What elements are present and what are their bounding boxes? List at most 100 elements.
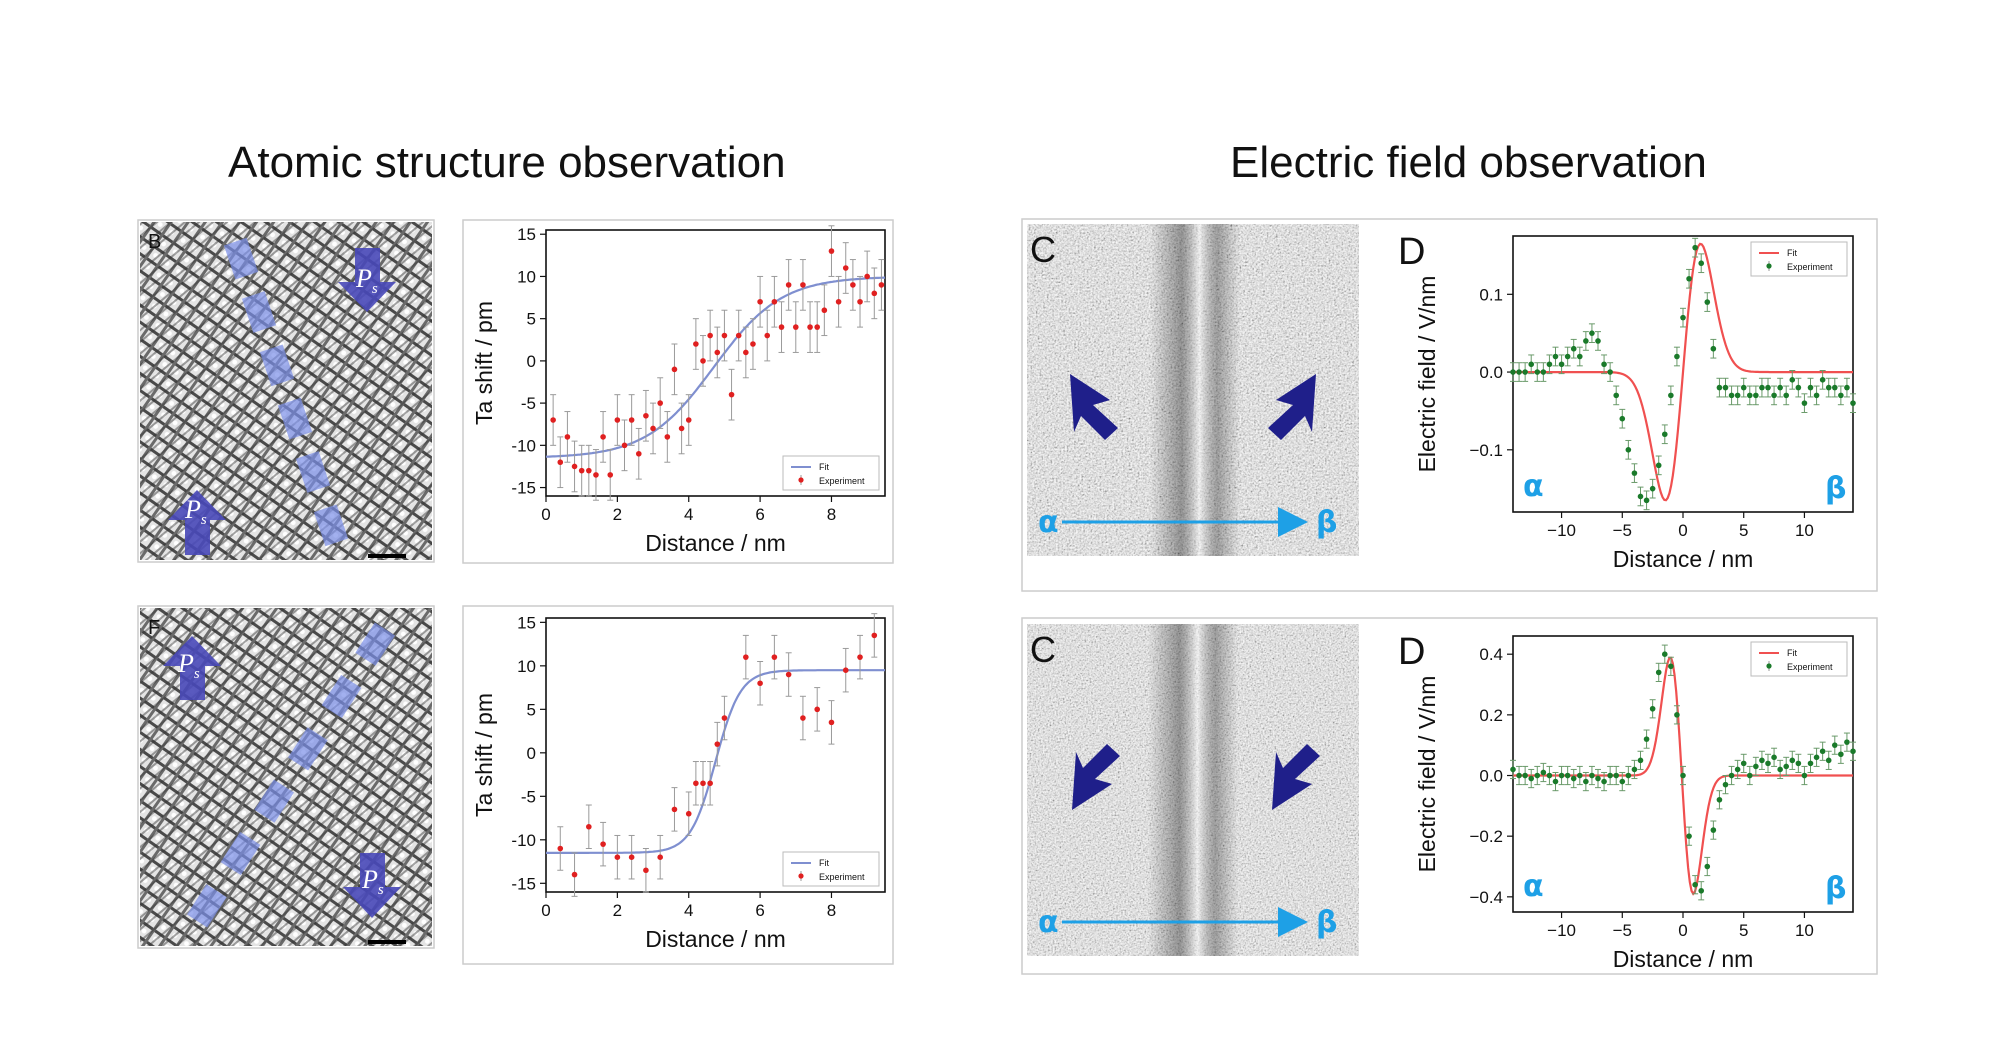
data-point (628, 417, 635, 423)
data-point (1831, 384, 1838, 391)
y-tick-label: 5 (527, 700, 536, 719)
polarization-arrow-left-top (1070, 374, 1118, 440)
frame-chart-ta-1 (462, 219, 894, 564)
ps-label: Ps (177, 649, 200, 682)
y-tick-label: -5 (521, 394, 536, 413)
x-tick-label: 5 (1739, 921, 1748, 940)
data-point (1777, 766, 1783, 773)
data-point (1583, 778, 1589, 785)
data-point (785, 282, 792, 288)
data-point (707, 332, 713, 339)
data-point (607, 472, 614, 478)
data-point (1716, 796, 1723, 803)
data-point (685, 417, 692, 423)
data-point (1734, 392, 1741, 399)
data-point (757, 680, 763, 687)
data-point (1825, 384, 1832, 391)
x-tick-label: 0 (1678, 521, 1687, 540)
data-point (1795, 760, 1802, 767)
data-point (664, 434, 671, 440)
data-point (1631, 470, 1638, 476)
y-tick-label: 15 (517, 613, 536, 632)
data-point (771, 654, 778, 660)
y-axis-title: Electric field / V/nm (1414, 676, 1440, 873)
data-point (571, 871, 578, 878)
data-point (1619, 415, 1626, 422)
data-point (586, 467, 592, 474)
data-point (628, 854, 635, 861)
data-point (807, 324, 813, 330)
data-point (871, 290, 878, 297)
polarization-arrow-left-bottom (1072, 744, 1120, 810)
data-point (1753, 763, 1759, 770)
ps-arrow-up-f: Ps (163, 636, 221, 700)
data-point (657, 854, 663, 861)
data-point (1692, 244, 1698, 251)
x-tick-label: 10 (1795, 521, 1814, 540)
data-point (1680, 772, 1686, 779)
data-point (1728, 392, 1735, 399)
data-point (1777, 384, 1783, 391)
data-point (1655, 669, 1662, 676)
data-point (643, 412, 649, 419)
data-point (1819, 377, 1826, 383)
data-point (1807, 760, 1814, 767)
legend-fit-label: Fit (819, 858, 829, 868)
data-point (1746, 772, 1753, 779)
legend-experiment-label: Experiment (1787, 662, 1833, 672)
data-point (614, 417, 621, 423)
data-point (1576, 353, 1583, 360)
data-point (1771, 392, 1777, 399)
y-tick-label: 0.2 (1479, 706, 1503, 725)
ps-arrow-down-f: Ps (343, 853, 401, 918)
data-point (743, 349, 749, 356)
x-tick-label: 6 (755, 505, 764, 524)
data-point (871, 632, 878, 639)
beta-label: β (1825, 871, 1846, 906)
frame-electric-bottom (1021, 617, 1878, 975)
data-point (714, 349, 721, 356)
data-point (1801, 400, 1808, 406)
data-point (1570, 775, 1577, 782)
data-point (635, 450, 642, 457)
x-tick-label: −10 (1547, 921, 1576, 940)
data-point (1759, 757, 1765, 764)
data-point (600, 434, 606, 440)
data-point (721, 332, 728, 339)
frame-image-b (137, 219, 435, 563)
data-point (785, 671, 792, 678)
data-point (1607, 369, 1613, 375)
data-point (1789, 757, 1796, 764)
data-point (1674, 712, 1680, 718)
y-tick-label: -10 (511, 436, 536, 455)
beta-label: β (1316, 905, 1337, 940)
data-point (714, 741, 721, 747)
data-point (1783, 392, 1790, 399)
domain-wall-stripe-f (187, 622, 395, 928)
chart-electric-field-2: −10 −5 0 5 10 −0.4 −0.2 0.0 0.2 0.4 Distance / nm E… (1398, 631, 1856, 972)
legend-exp-swatch (798, 873, 804, 879)
data-point (693, 341, 699, 347)
panel-letter-b: B (148, 231, 161, 253)
data-point (1710, 345, 1717, 352)
data-point (1716, 384, 1723, 391)
data-point (1698, 887, 1705, 894)
legend-exp-swatch (1766, 663, 1772, 669)
data-point (1704, 299, 1711, 305)
data-point (1528, 775, 1535, 782)
x-axis-title: Distance / nm (1613, 546, 1754, 572)
y-tick-label: 0.1 (1479, 285, 1503, 304)
data-point (1625, 772, 1632, 779)
ps-arrow-up-b: Ps (168, 490, 226, 555)
data-point (557, 845, 564, 852)
frame-chart-ta-2 (462, 605, 894, 965)
data-point (1783, 763, 1790, 770)
stripe-dash (241, 291, 277, 333)
x-tick-label: 0 (541, 505, 550, 524)
data-point (800, 715, 806, 721)
data-point (1649, 705, 1656, 712)
stripe-dash (277, 397, 313, 440)
data-point (1546, 772, 1553, 779)
data-point (1661, 431, 1668, 438)
